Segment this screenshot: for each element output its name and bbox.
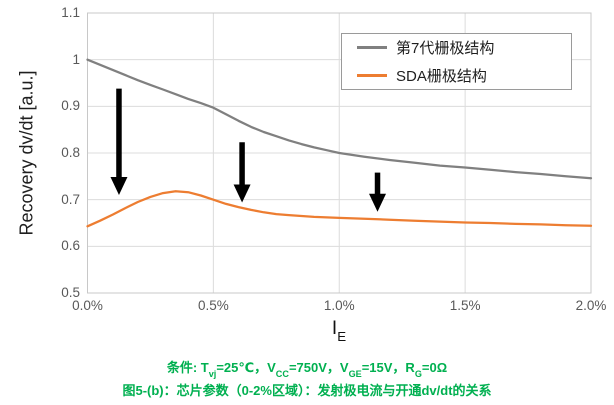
subscript-text: CC bbox=[275, 369, 289, 380]
y-tick-label: 0.7 bbox=[61, 191, 80, 207]
y-tick-label: 0.8 bbox=[61, 145, 80, 160]
plot-border bbox=[87, 12, 592, 294]
text-run: =25℃，V bbox=[216, 360, 276, 375]
subscript-text: E bbox=[337, 329, 347, 345]
legend-item-sda: SDA栅极结构 bbox=[357, 65, 571, 86]
down-arrow-head bbox=[233, 184, 251, 203]
legend-label-sda: SDA栅极结构 bbox=[396, 68, 487, 85]
subscript-text: GE bbox=[348, 369, 362, 380]
x-tick-label: 1.5% bbox=[449, 298, 481, 313]
legend-swatch-sda-line bbox=[357, 74, 387, 77]
text-run: 条件: T bbox=[166, 360, 209, 375]
series-line-gen7 bbox=[86, 58, 593, 180]
text-run: =15V，R bbox=[361, 360, 415, 375]
x-tick-label: 2.0% bbox=[575, 298, 607, 313]
y-tick-label: 1 bbox=[72, 51, 80, 67]
subscript-text: G bbox=[414, 369, 422, 380]
x-tick-label: 1.0% bbox=[323, 298, 355, 313]
y-tick-label: 0.5 bbox=[61, 285, 80, 300]
down-arrow-head bbox=[110, 177, 128, 195]
y-tick-label: 0.9 bbox=[61, 98, 80, 114]
legend-label-gen7: 第7代栅极结构 bbox=[396, 40, 495, 57]
legend-swatch-gen7-line bbox=[357, 46, 387, 49]
x-tick-label: 0.0% bbox=[72, 298, 103, 313]
x-tick-label: 0.5% bbox=[197, 298, 229, 313]
caption-figure-title: 图5-(b)：芯片参数（0-2%区域）：发射极电流与开通dv/dt的关系 bbox=[122, 383, 492, 398]
y-axis-title: Recovery dv/dt [a.u.] bbox=[16, 70, 37, 236]
y-tick-label: 1.1 bbox=[61, 5, 80, 20]
caption-test-conditions: 条件: Tvj=25℃，VCC=750V，VGE=15V，RG=0Ω bbox=[0, 357, 614, 380]
text-run: =750V，V bbox=[288, 360, 349, 375]
x-axis-title: IE bbox=[331, 318, 347, 345]
y-tick-label: 0.6 bbox=[61, 238, 80, 254]
down-arrow-head bbox=[369, 193, 387, 212]
legend: 第7代栅极结构 SDA栅极结构 bbox=[341, 33, 572, 90]
subscript-text: vj bbox=[208, 369, 217, 380]
series-line-sda bbox=[86, 190, 593, 228]
text-run: I bbox=[331, 318, 338, 339]
legend-item-gen7: 第7代栅极结构 bbox=[357, 37, 571, 58]
text-run: =0Ω bbox=[421, 360, 448, 375]
